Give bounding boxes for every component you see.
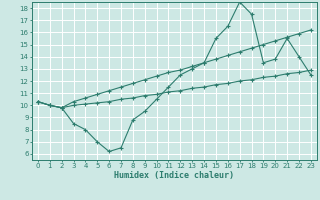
X-axis label: Humidex (Indice chaleur): Humidex (Indice chaleur)	[115, 171, 234, 180]
